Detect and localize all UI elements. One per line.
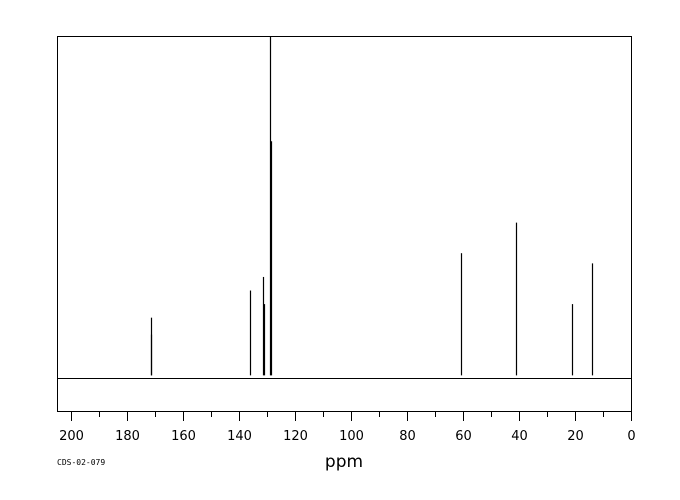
x-tick-label: 80	[399, 429, 416, 444]
tick-labels-group: 200 180 160 140 120 100 80 60 40 20 0	[59, 429, 636, 444]
x-tick-label: 180	[115, 429, 140, 444]
x-tick-label: 60	[455, 429, 472, 444]
x-tick-label: 20	[567, 429, 584, 444]
spectrum-code-label: CDS-02-079	[57, 458, 105, 467]
minor-ticks-group	[99, 411, 604, 417]
x-tick-label: 120	[283, 429, 308, 444]
x-tick-label: 100	[339, 429, 364, 444]
x-tick-label: 140	[227, 429, 252, 444]
x-axis-title: ppm	[325, 452, 363, 472]
x-tick-label: 160	[171, 429, 196, 444]
plot-frame	[57, 36, 632, 412]
x-tick-label: 40	[511, 429, 528, 444]
peaks-group	[150, 36, 594, 376]
x-tick-label: 200	[59, 429, 84, 444]
major-ticks-group	[71, 411, 632, 421]
x-tick-label: 0	[627, 429, 635, 444]
